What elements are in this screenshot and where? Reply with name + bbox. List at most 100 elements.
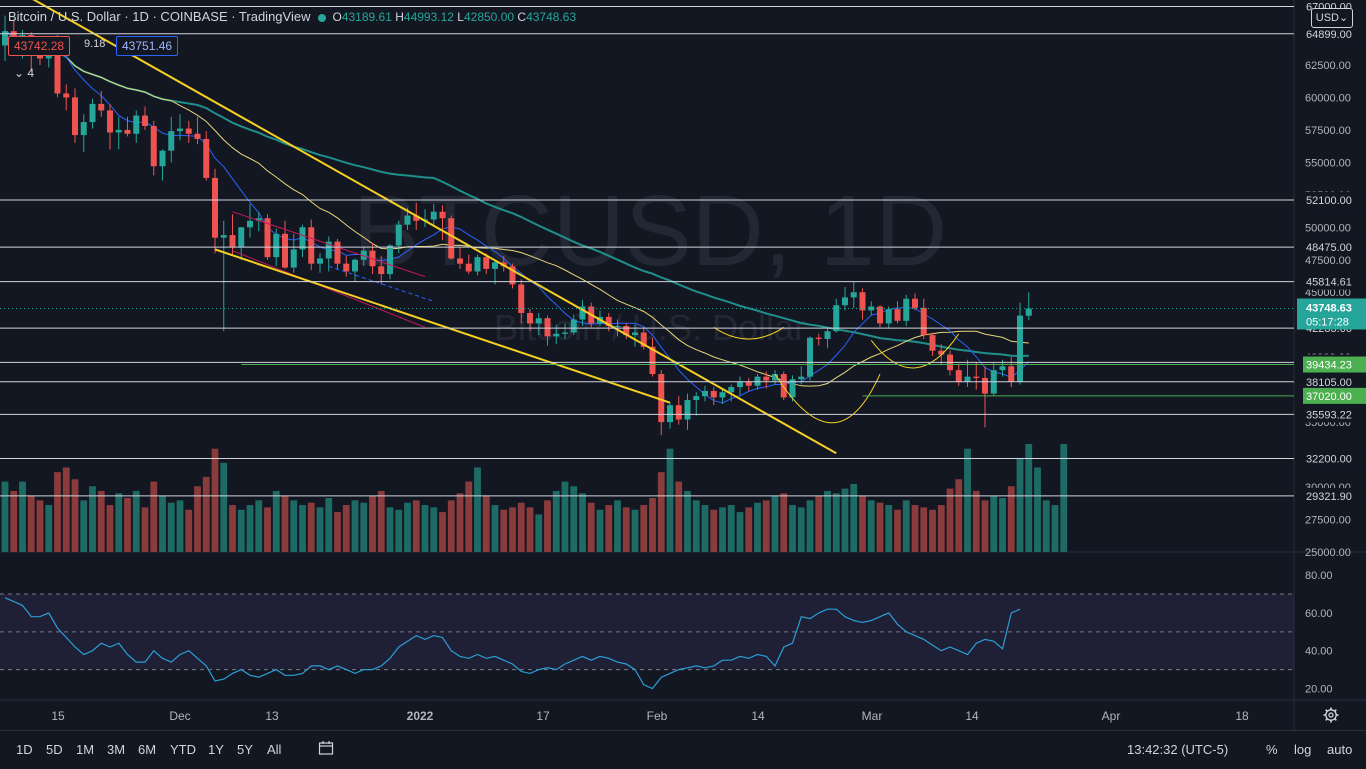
candle (964, 359, 971, 388)
volume-bar (62, 467, 70, 552)
timeframe-5y[interactable]: 5Y (237, 742, 253, 757)
currency-button[interactable]: USD⌄ (1311, 8, 1353, 28)
channel-mid (328, 265, 434, 302)
candle (299, 224, 306, 258)
candle (658, 370, 665, 436)
volume-bar (789, 505, 796, 552)
candle (378, 255, 385, 285)
candle-body (973, 376, 980, 378)
volume-bar (937, 505, 945, 552)
auto-scale-button[interactable]: auto (1327, 742, 1353, 757)
volume-bar (526, 507, 534, 552)
candle-body (903, 298, 910, 321)
candle-body (710, 390, 717, 398)
timeframe-all[interactable]: All (267, 742, 282, 757)
volume-bar (430, 507, 438, 552)
buy-button[interactable]: 43751.46 (116, 36, 179, 56)
candle-body (553, 333, 560, 337)
candle-body (247, 220, 253, 228)
volume-bar (202, 476, 210, 552)
timeframe-1d[interactable]: 1D (16, 742, 33, 757)
high-value: 44993.12 (403, 10, 454, 24)
timeframe-1m[interactable]: 1M (76, 742, 95, 757)
volume-bar (850, 483, 858, 552)
candle-body (658, 374, 665, 423)
indicators-toggle[interactable]: ⌄ 4 (14, 66, 34, 80)
candle-body (728, 387, 735, 393)
volume-bar (456, 493, 464, 552)
candle (824, 327, 831, 349)
volume-bar (780, 493, 788, 552)
candle (203, 131, 210, 181)
candle-body (754, 376, 761, 386)
candle (282, 220, 288, 269)
timeframe-6m[interactable]: 6M (138, 742, 157, 757)
volume-bar (754, 502, 761, 552)
y-tick-label: 55000.00 (1305, 157, 1351, 169)
candle-body (203, 138, 210, 178)
low-value: 42850.00 (463, 10, 515, 24)
candle-body (378, 266, 385, 275)
timezone-clock[interactable]: 13:42:32 (UTC-5) (1127, 742, 1229, 757)
volume-bar (386, 507, 394, 552)
candle-body (798, 376, 805, 380)
volume-bar (999, 498, 1006, 552)
volume-bar (124, 498, 131, 552)
candle (150, 120, 157, 176)
candle (527, 309, 533, 332)
candle-body (815, 337, 822, 339)
candle (290, 233, 297, 273)
candle (955, 363, 962, 386)
percent-scale-button[interactable]: % (1266, 742, 1278, 757)
log-scale-button[interactable]: log (1294, 742, 1312, 757)
candle-body (2, 31, 8, 46)
candle-body (255, 218, 262, 221)
candle-body (614, 326, 621, 328)
candle-body (89, 103, 96, 123)
candle (903, 294, 910, 327)
volume-bar (806, 500, 814, 552)
candle-body (518, 284, 525, 314)
level-label-bg (1303, 273, 1366, 290)
y-tick-label: 45000.00 (1305, 287, 1351, 299)
candle (684, 393, 691, 430)
y-tick-label: 57500.00 (1305, 125, 1351, 137)
date-range-icon[interactable] (318, 740, 334, 756)
volume-bar (246, 505, 254, 552)
timeframe-3m[interactable]: 3M (107, 742, 126, 757)
candle-body (535, 318, 542, 324)
timeframe-1y[interactable]: 1Y (208, 742, 224, 757)
candle-body (1008, 366, 1015, 382)
volume-bar (771, 495, 779, 552)
candle-body (448, 218, 455, 259)
volume-bar (631, 509, 639, 552)
timeframe-5d[interactable]: 5D (46, 742, 63, 757)
candle-body (693, 396, 700, 401)
candle-body (80, 122, 87, 136)
timeframe-ytd[interactable]: YTD (170, 742, 196, 757)
candle-body (877, 306, 883, 324)
candle (719, 388, 726, 404)
volume-bar (272, 490, 280, 552)
volume-bar (412, 500, 420, 552)
sell-button[interactable]: 43742.28 (8, 36, 71, 56)
volume-bar (727, 505, 735, 552)
volume-bar (719, 507, 726, 552)
projection-arc (870, 333, 960, 369)
volume-bar (54, 472, 61, 552)
symbol-title[interactable]: Bitcoin / U.S. Dollar · 1D · COINBASE · … (8, 9, 311, 24)
candle-body (325, 241, 332, 259)
current-price-tag-bg (1297, 298, 1366, 330)
candle-body (885, 309, 892, 324)
candle-body (54, 44, 61, 94)
candle (579, 300, 586, 327)
volume-bar (859, 495, 866, 552)
candle-body (509, 266, 516, 285)
candle (334, 238, 341, 269)
settings-gear-icon[interactable] (1322, 706, 1340, 724)
volume-bar (447, 500, 455, 552)
volume-bar (614, 500, 621, 552)
candle (185, 120, 192, 143)
volume-bar (325, 498, 333, 552)
